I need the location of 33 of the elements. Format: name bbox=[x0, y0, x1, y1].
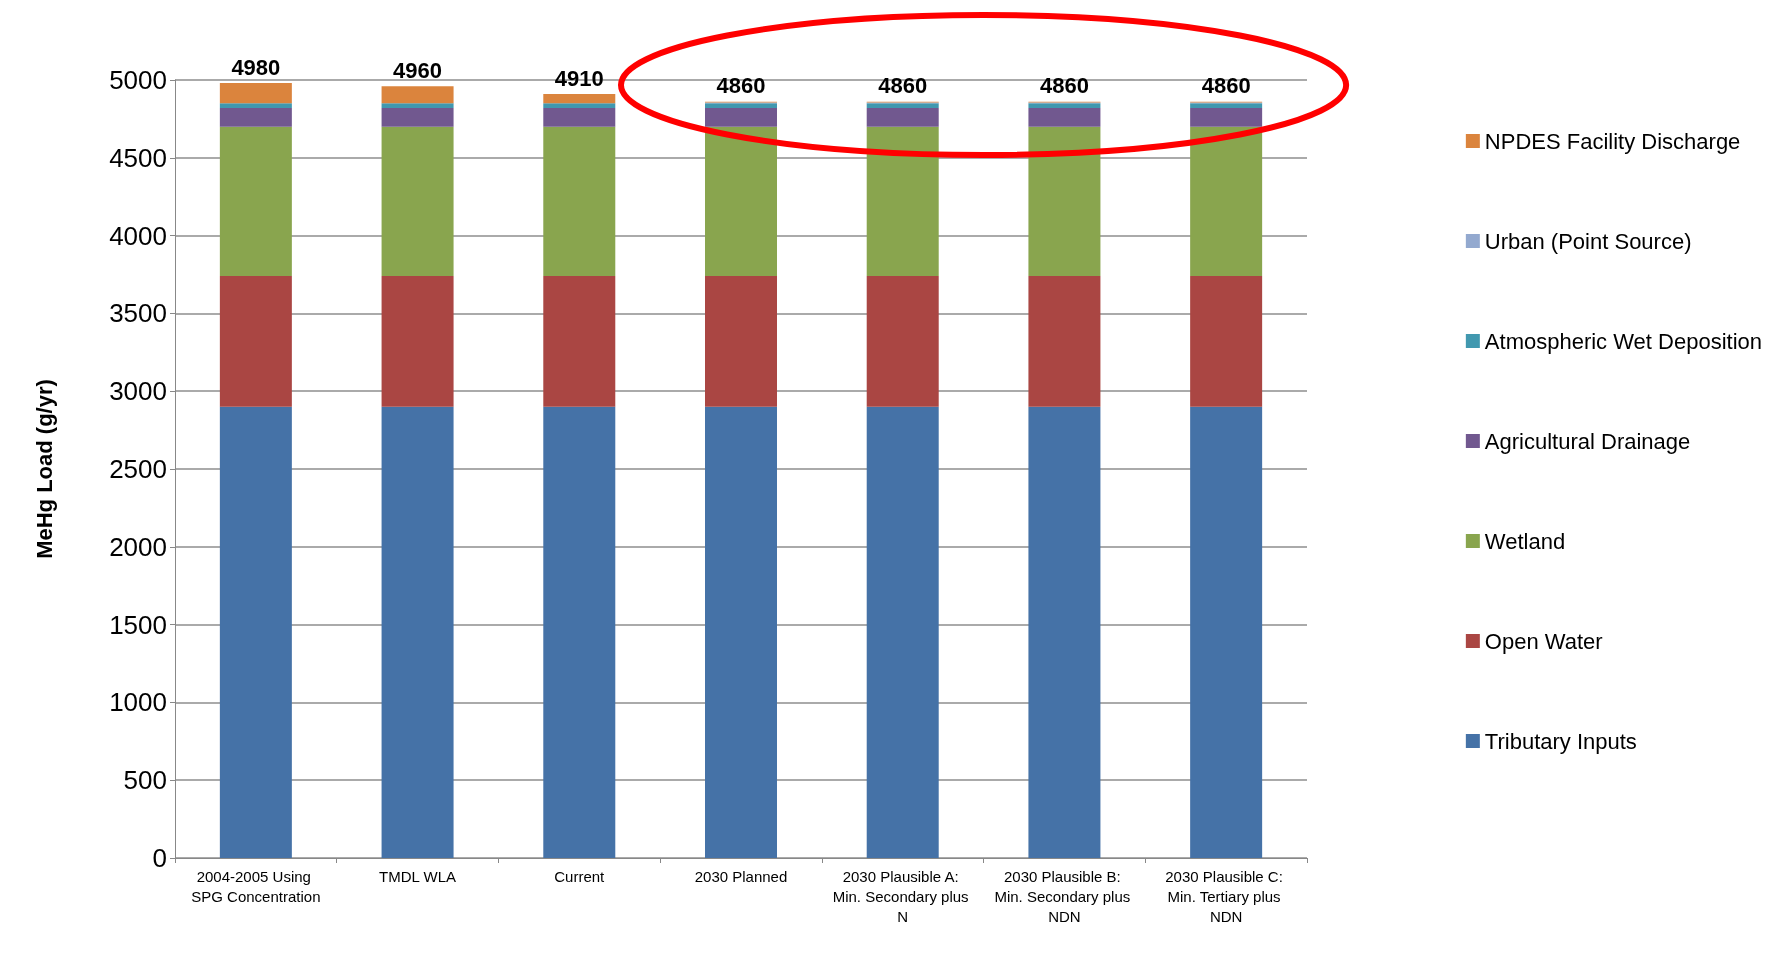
total-label: 4960 bbox=[393, 57, 443, 83]
legend-label: Tributary Inputs bbox=[1484, 728, 1637, 754]
total-label: 4860 bbox=[878, 73, 928, 99]
legend-label: Wetland bbox=[1484, 528, 1566, 554]
y-tick-label: 2000 bbox=[109, 531, 167, 562]
y-tick-label: 4000 bbox=[109, 220, 167, 251]
total-label: 4860 bbox=[716, 73, 766, 99]
y-tick-label: 5000 bbox=[109, 65, 167, 95]
y-tick-label: 2500 bbox=[109, 454, 167, 484]
legend-label: NPDES Facility Discharge bbox=[1484, 128, 1741, 154]
x-tick-label: Current bbox=[554, 867, 606, 885]
x-tick-label: 2030 Plausible B: Min. Secondary plus NDN bbox=[994, 867, 1135, 925]
y-axis-title: MeHg Load (g/yr) bbox=[31, 379, 57, 559]
total-label: 4860 bbox=[1201, 73, 1251, 99]
legend-label: Atmospheric Wet Deposition bbox=[1484, 328, 1763, 354]
y-tick-label: 1500 bbox=[109, 609, 167, 640]
legend-label: Urban (Point Source) bbox=[1484, 228, 1692, 254]
total-label: 4980 bbox=[231, 54, 281, 80]
total-label: 4910 bbox=[554, 65, 604, 91]
y-tick-label: 500 bbox=[123, 765, 167, 796]
x-tick-label: 2030 Planned bbox=[694, 867, 788, 885]
y-tick-label: 3000 bbox=[109, 376, 167, 407]
y-tick-label: 0 bbox=[152, 843, 167, 873]
x-tick-label: 2030 Plausible C: Min. Tertiary plus NDN bbox=[1165, 867, 1288, 925]
x-tick-label: 2030 Plausible A: Min. Secondary plus N bbox=[832, 867, 973, 925]
x-tick-label: TMDL WLA bbox=[379, 867, 457, 885]
y-tick-label: 3500 bbox=[109, 298, 167, 329]
total-label: 4860 bbox=[1039, 73, 1089, 99]
y-tick-label: 1000 bbox=[109, 687, 167, 718]
legend-label: Open Water bbox=[1484, 628, 1603, 654]
legend-label: Agricultural Drainage bbox=[1484, 428, 1691, 454]
y-tick-label: 4500 bbox=[109, 142, 167, 173]
x-tick-label: 2004-2005 Using SPG Concentration bbox=[191, 867, 321, 905]
